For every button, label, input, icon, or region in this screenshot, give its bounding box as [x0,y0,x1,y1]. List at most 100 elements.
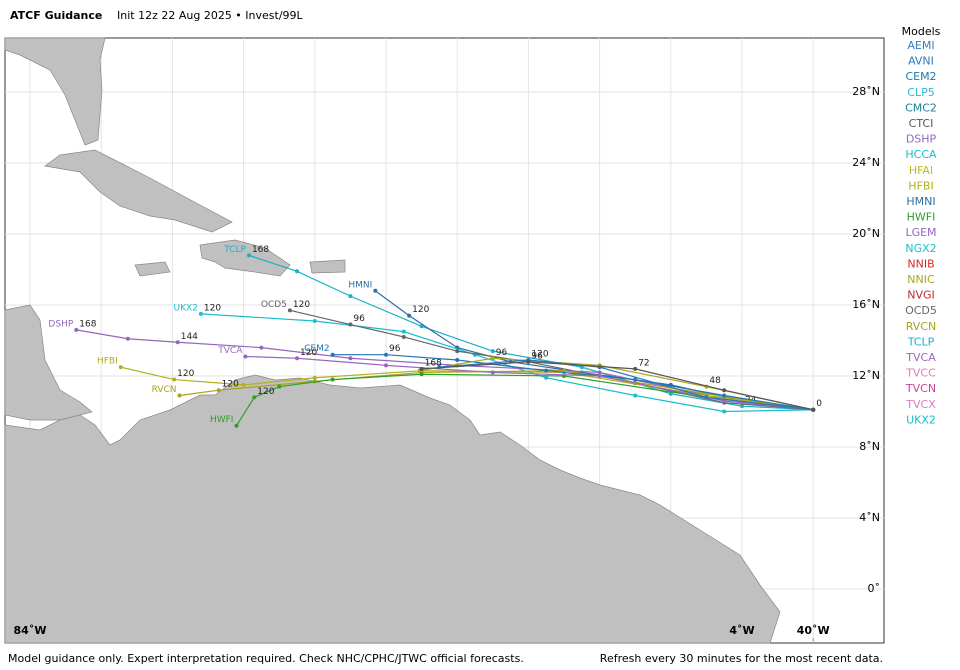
track-point [633,366,638,371]
track-point [455,358,460,363]
track-point [562,368,566,373]
track-point [277,384,282,389]
track-point [490,349,495,354]
track-line [235,373,814,427]
hour-label: 168 [252,245,269,255]
lat-label: 28˚N [852,85,880,98]
legend-item: CTCI [909,117,934,130]
track-point [125,336,130,341]
track-point [633,377,638,382]
legend-item: HFAI [909,164,933,177]
hour-label: 168 [79,319,96,329]
title: ATCF Guidance [10,9,102,22]
florida [4,37,106,146]
legend-item: TVCA [905,351,936,364]
track-point [373,288,378,293]
track-point [811,407,816,412]
track-point [259,345,264,350]
track-point [348,356,353,361]
hour-label: 72 [638,358,649,368]
legend-item: NNIB [907,257,934,270]
track-point [740,404,744,409]
track-point [526,359,531,364]
hour-label: 120 [300,348,317,358]
puerto-rico [309,259,346,274]
track-point [312,318,317,323]
track-point [597,370,602,375]
footer-left: Model guidance only. Expert interpretati… [8,652,524,665]
legend-item: NNIC [907,273,935,286]
track-tag: HWFI [210,415,234,425]
lon-label: 40˚W [797,624,830,637]
lat-label: 8˚N [859,440,880,453]
lat-label: 20˚N [852,227,880,240]
jamaica [134,261,171,277]
track-line [120,366,814,411]
hour-label: 96 [389,344,401,354]
legend-item: TVCX [905,398,936,411]
legend-item: DSHP [906,133,937,146]
legend-item: CMC2 [905,101,937,114]
legend-item: TCLP [907,335,935,348]
track-tag: RVCN [152,385,177,395]
hour-label: 168 [425,358,442,368]
cuba [44,149,233,233]
legend-item: NVGI [907,289,935,302]
legend-item: HWFI [907,211,936,224]
legend-title: Models [902,25,941,38]
legend-item: NGX2 [905,242,936,255]
track-point [401,329,406,334]
track-point [722,393,727,398]
track-point [118,365,123,370]
central-america [4,304,93,421]
track-point [348,322,353,327]
track-point [490,370,495,375]
legend-item: LGEM [905,226,936,239]
legend-item: AVNI [908,55,934,68]
legend-item: TVCC [905,367,936,380]
legend-item: UKX2 [906,413,936,426]
track-point [544,368,549,373]
track-point [198,311,203,316]
track-point [490,356,495,361]
track-tag: UKX2 [173,303,197,313]
hour-label: 120 [293,300,310,310]
track-point [287,308,292,313]
lon-label: 4˚W [729,624,754,637]
legend-item: RVCN [906,320,936,333]
track-point [419,366,424,371]
lon-label: 84˚W [14,624,47,637]
track-point [246,253,251,258]
hour-label: 96 [353,314,365,324]
legend-item: CLP5 [907,86,934,99]
track-tag: HFBI [97,357,118,367]
track-point [295,269,299,274]
hour-label: 48 [709,376,721,386]
track-point [704,395,709,400]
track-point [633,393,638,398]
track-point [295,356,299,361]
lat-label: 24˚N [852,156,880,169]
track-point [243,354,248,359]
track-tag: DSHP [48,319,73,329]
track-point [597,374,602,378]
legend-item: OCD5 [905,304,937,317]
hour-label: 120 [257,387,274,397]
lat-label: 12˚N [852,369,880,382]
lat-label: 0˚ [868,582,881,595]
hour-label: 120 [531,350,548,360]
track-point [348,294,353,299]
subtitle: Init 12z 22 Aug 2025 • Invest/99L [117,9,304,22]
hour-label: 120 [204,303,221,313]
track-point [401,334,406,339]
track-point [330,352,335,357]
land [4,37,781,644]
track-point [177,393,182,398]
track-tag: TCLP [223,245,246,255]
track-point [722,409,727,414]
hour-label: 120 [222,380,239,390]
hispaniola [199,239,291,277]
track-point [74,327,79,332]
